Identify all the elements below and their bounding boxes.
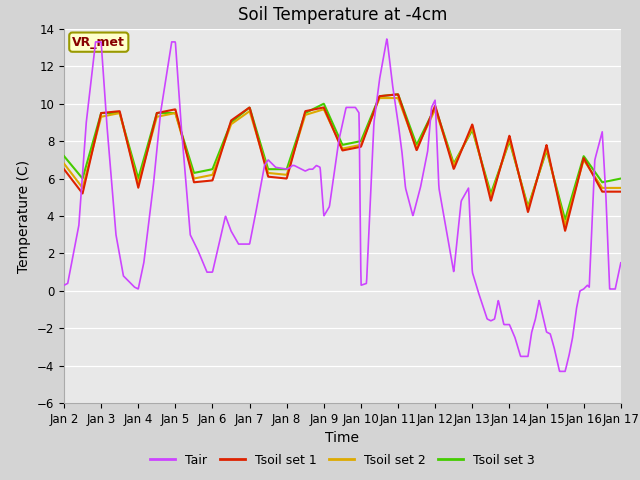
Text: VR_met: VR_met bbox=[72, 36, 125, 48]
Title: Soil Temperature at -4cm: Soil Temperature at -4cm bbox=[237, 6, 447, 24]
Legend: Tair, Tsoil set 1, Tsoil set 2, Tsoil set 3: Tair, Tsoil set 1, Tsoil set 2, Tsoil se… bbox=[145, 449, 540, 472]
X-axis label: Time: Time bbox=[325, 432, 360, 445]
Y-axis label: Temperature (C): Temperature (C) bbox=[17, 159, 31, 273]
